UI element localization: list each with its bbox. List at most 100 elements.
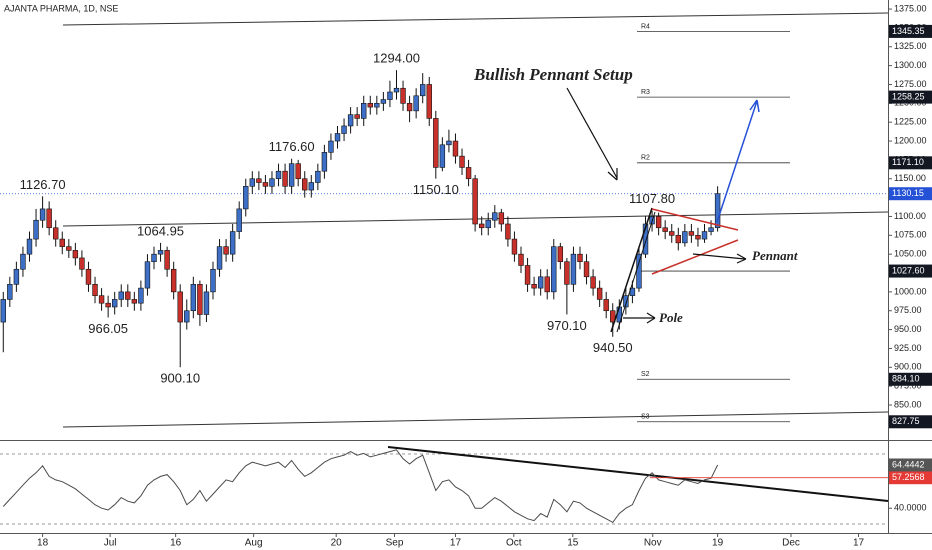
pole-annotation: Pole: [659, 310, 683, 325]
candle-body: [308, 182, 314, 191]
x-tick-label: Jul: [104, 538, 117, 549]
pivot-name: S2: [641, 371, 650, 378]
candle-body: [164, 250, 170, 270]
candle-body: [328, 140, 334, 153]
candle-body: [478, 223, 485, 229]
candle-body: [393, 87, 400, 93]
pole-line: [616, 211, 656, 333]
candle-body: [695, 235, 701, 240]
candle-body: [216, 246, 223, 270]
price-tag: [889, 90, 932, 104]
candle-body: [46, 208, 52, 229]
pennant-bottom: [651, 239, 739, 275]
candle-body: [131, 299, 138, 304]
pivot-name: R3: [641, 89, 650, 96]
x-tick-label: 15: [567, 538, 579, 549]
candle-body: [577, 253, 583, 263]
peak-label: 940.50: [593, 340, 633, 355]
x-tick-label: Oct: [506, 538, 522, 549]
setup-annotation: Bullish Pennant Setup: [473, 65, 633, 84]
y-tick-label: 1225.00: [894, 117, 927, 127]
candle-body: [157, 250, 164, 255]
y-tick-label: 1000.00: [894, 286, 927, 296]
candle-body: [459, 155, 465, 168]
candle-body: [636, 253, 642, 289]
y-tick-label: 925.00: [894, 343, 922, 353]
candle-body: [583, 261, 590, 278]
price-tag: [889, 372, 932, 386]
y-tick-label: 1075.00: [894, 230, 927, 240]
pole-line: [610, 207, 653, 333]
candle-body: [262, 182, 269, 187]
candle-body: [118, 291, 124, 300]
price-tag-label: 1258.25: [892, 91, 925, 101]
candle-body: [321, 152, 328, 172]
candle-body: [564, 261, 570, 285]
candle-body: [229, 231, 236, 255]
candle-body: [144, 261, 151, 289]
price-tag: [889, 24, 932, 38]
candle-body: [655, 216, 662, 229]
candle-body: [714, 193, 721, 229]
candle-body: [85, 268, 92, 285]
candle-body: [465, 167, 472, 180]
peak-label: 1126.70: [20, 177, 66, 192]
candle-body: [302, 178, 308, 191]
candle-body: [249, 178, 256, 187]
candle-body: [151, 253, 157, 263]
candle-body: [170, 268, 177, 293]
candle-body: [433, 118, 439, 168]
rsi-ma-label: 57.2568: [892, 472, 925, 482]
candle-body: [669, 231, 675, 236]
candle-body: [682, 231, 688, 244]
candle-body: [98, 295, 105, 304]
candle-body: [282, 170, 288, 187]
rsi-y-tick-label: 40.0000: [894, 503, 927, 513]
candle-body: [446, 140, 452, 146]
x-tick-label: Sep: [386, 538, 404, 549]
candle-body: [380, 99, 387, 104]
candle-body: [243, 185, 249, 210]
x-tick-label: Nov: [644, 538, 662, 549]
candle-body: [26, 238, 33, 255]
peak-label: 1176.60: [269, 139, 315, 154]
candle-body: [347, 114, 354, 127]
candle-body: [426, 84, 432, 119]
price-tag: [889, 264, 932, 278]
arrow-head: [607, 168, 618, 181]
price-tag-label: 827.75: [892, 416, 920, 426]
candle-body: [701, 231, 708, 240]
y-tick-label: 1275.00: [894, 79, 927, 89]
x-tick-label: 19: [712, 538, 724, 549]
candle-body: [72, 250, 79, 259]
candle-body: [420, 84, 426, 97]
candle-body: [315, 170, 321, 183]
candle-body: [256, 178, 262, 183]
candle-body: [7, 284, 13, 300]
candle-body: [92, 284, 98, 296]
candle-body: [341, 125, 347, 134]
candle-body: [59, 238, 65, 247]
y-tick-label: 1100.00: [894, 211, 926, 221]
peak-label: 966.05: [88, 321, 128, 336]
candle-body: [269, 178, 275, 187]
price-tag-label: 1345.35: [892, 26, 925, 36]
x-tick-label: Aug: [245, 538, 263, 549]
candle-body: [406, 103, 413, 112]
candle-body: [79, 257, 85, 270]
candle-body: [334, 133, 341, 142]
candle-body: [236, 208, 242, 232]
marks: 825.00850.00875.00900.00925.00950.00975.…: [0, 3, 932, 549]
peak-label: 1107.80: [629, 191, 675, 206]
candle-body: [275, 170, 282, 180]
candle-body: [590, 276, 596, 289]
candle-body: [125, 291, 131, 300]
y-tick-label: 1050.00: [894, 249, 927, 259]
candle-body: [0, 299, 6, 323]
y-tick-label: 1150.00: [894, 173, 926, 183]
peak-label: 900.10: [160, 371, 200, 386]
peak-label: 1064.95: [137, 223, 184, 238]
candle-body: [223, 246, 229, 255]
